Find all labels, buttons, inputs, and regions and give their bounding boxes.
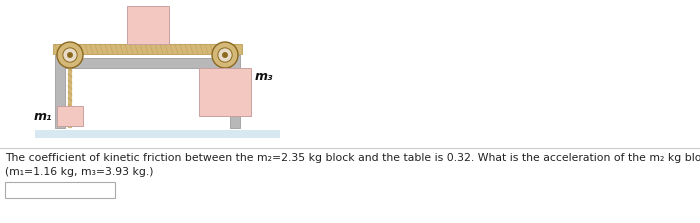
Text: m₃: m₃: [255, 70, 274, 83]
Circle shape: [57, 42, 83, 68]
Bar: [53, 44, 242, 54]
Text: m₂: m₂: [139, 0, 157, 2]
Bar: [230, 55, 240, 128]
Bar: [55, 55, 65, 128]
Text: The coefficient of kinetic friction between the m₂=2.35 kg block and the table i: The coefficient of kinetic friction betw…: [5, 153, 700, 163]
Circle shape: [67, 52, 73, 58]
Text: (m₁=1.16 kg, m₃=3.93 kg.): (m₁=1.16 kg, m₃=3.93 kg.): [5, 167, 153, 177]
Bar: [199, 68, 251, 116]
Bar: [65, 58, 230, 68]
Circle shape: [223, 52, 228, 58]
Circle shape: [212, 42, 238, 68]
Text: m₁: m₁: [34, 109, 52, 122]
Circle shape: [63, 48, 77, 62]
Circle shape: [218, 48, 232, 62]
FancyBboxPatch shape: [5, 182, 115, 198]
Bar: [57, 106, 83, 126]
Bar: [127, 6, 169, 44]
Bar: [35, 130, 280, 138]
